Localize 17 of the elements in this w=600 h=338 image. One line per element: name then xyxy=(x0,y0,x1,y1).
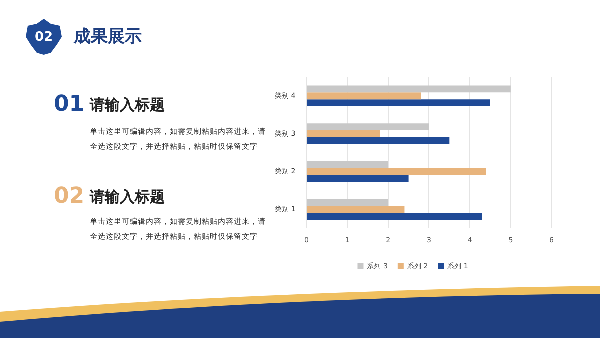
bar xyxy=(307,124,430,131)
text: 请输入标题 xyxy=(90,96,165,115)
text: 02 xyxy=(54,184,85,209)
bar xyxy=(307,168,486,176)
bar xyxy=(307,206,405,214)
bar xyxy=(307,92,422,100)
bar xyxy=(307,130,380,138)
text: 请输入标题 xyxy=(90,188,165,207)
bar xyxy=(307,199,388,206)
text: 01 xyxy=(54,92,85,117)
bar xyxy=(307,161,388,168)
bar xyxy=(307,137,450,144)
bar xyxy=(307,213,482,220)
bar xyxy=(307,86,511,93)
bar xyxy=(307,100,490,107)
text: 成果展示 xyxy=(74,26,142,48)
bar xyxy=(307,175,409,182)
